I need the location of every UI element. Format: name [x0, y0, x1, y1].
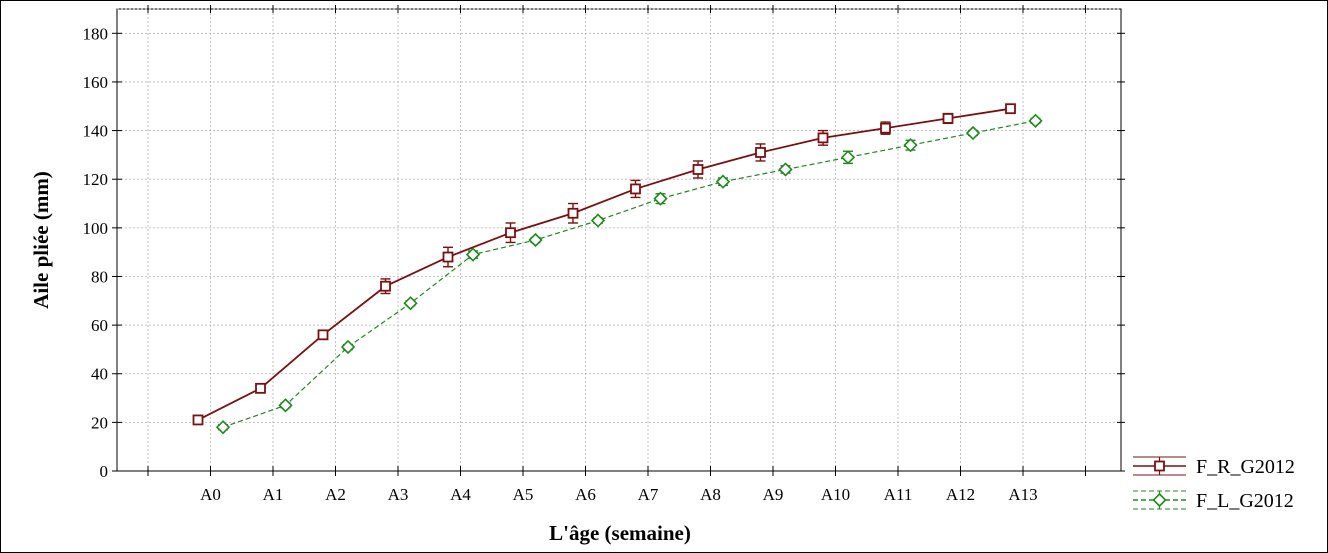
- legend-label: F_L_G2012: [1196, 490, 1294, 512]
- data-point: [1005, 103, 1016, 115]
- x-tick-label: A5: [513, 485, 534, 504]
- series-line-F_R_G2012: [197, 107, 1011, 421]
- data-point: [528, 232, 543, 248]
- data-point: [380, 280, 391, 292]
- y-tick-label: 80: [91, 267, 108, 286]
- data-point: [817, 132, 829, 144]
- data-point: [278, 398, 293, 413]
- series-line-F_L_G2012: [222, 120, 1036, 428]
- y-tick-label: 120: [83, 170, 109, 189]
- data-point: [1028, 113, 1043, 128]
- data-point: [840, 150, 856, 165]
- x-tick-label: A8: [700, 485, 721, 504]
- y-tick-label: 0: [100, 462, 109, 481]
- data-point: [340, 339, 356, 355]
- legend-label: F_R_G2012: [1196, 456, 1295, 478]
- data-point: [965, 125, 981, 141]
- y-tick-label: 60: [91, 316, 108, 335]
- legend-marker: [1154, 460, 1165, 472]
- x-tick-label: A13: [1008, 485, 1037, 504]
- x-axis-title: L'âge (semaine): [549, 521, 691, 545]
- data-point: [505, 227, 516, 239]
- y-tick-label: 140: [83, 122, 109, 141]
- y-tick-label: 20: [91, 413, 108, 432]
- y-tick-label: 100: [83, 219, 109, 238]
- x-tick-label: A3: [388, 485, 409, 504]
- x-tick-label: A10: [821, 485, 850, 504]
- y-tick-label: 160: [83, 73, 109, 92]
- x-tick-label: A11: [884, 485, 913, 504]
- y-tick-label: 40: [91, 365, 108, 384]
- data-point: [880, 122, 891, 134]
- x-tick-label: A12: [946, 485, 975, 504]
- y-axis-title: Aile pliée (mm): [29, 171, 53, 309]
- data-point: [442, 251, 454, 263]
- data-point: [630, 183, 641, 195]
- x-tick-label: A9: [763, 485, 784, 504]
- x-tick-label: A0: [200, 485, 221, 504]
- data-point: [715, 174, 731, 189]
- plot-area: [116, 8, 1122, 472]
- x-tick-label: A1: [263, 485, 284, 504]
- data-point: [942, 113, 954, 124]
- data-point: [692, 164, 704, 175]
- legend-marker: [1152, 492, 1167, 508]
- x-tick-label: A7: [638, 485, 659, 504]
- x-tick-label: A4: [450, 485, 471, 504]
- data-point: [403, 296, 418, 311]
- data-point: [192, 414, 204, 426]
- x-tick-label: A6: [575, 485, 596, 504]
- data-point: [317, 329, 329, 341]
- y-tick-label: 180: [83, 24, 109, 43]
- data-point: [255, 382, 266, 394]
- data-point: [653, 191, 668, 206]
- data-point: [590, 213, 606, 228]
- x-tick-label: A2: [325, 485, 346, 504]
- data-point: [465, 247, 481, 262]
- data-point: [778, 162, 793, 177]
- data-point: [755, 147, 766, 158]
- data-point: [903, 138, 918, 153]
- data-point: [215, 420, 231, 435]
- data-point: [567, 207, 579, 219]
